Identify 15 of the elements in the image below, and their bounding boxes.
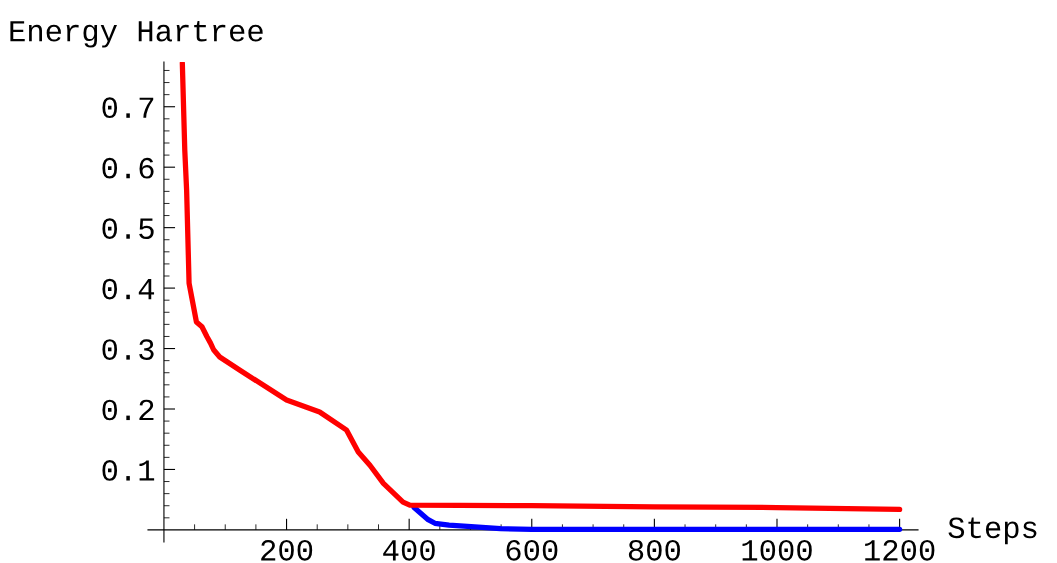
y-axis-title: Energy Hartree [10, 20, 263, 48]
x-tick-label: 1200 [865, 539, 935, 561]
y-tick-label: 0.6 [102, 157, 154, 179]
y-tick-label: 0.5 [102, 218, 154, 240]
y-tick-label: 0.4 [102, 278, 155, 300]
x-tick-label: 400 [383, 539, 435, 561]
x-tick-label: 600 [506, 539, 558, 561]
x-tick-label: 1000 [742, 539, 812, 561]
y-tick-label: 0.2 [102, 399, 154, 421]
y-tick-label: 0.1 [102, 460, 155, 481]
y-tick-label: 0.7 [102, 97, 154, 119]
x-tick-label: 200 [261, 539, 313, 561]
x-axis-title: Steps [948, 517, 1037, 545]
y-tick-label: 0.3 [102, 339, 154, 360]
x-tick-label: 800 [628, 539, 681, 561]
